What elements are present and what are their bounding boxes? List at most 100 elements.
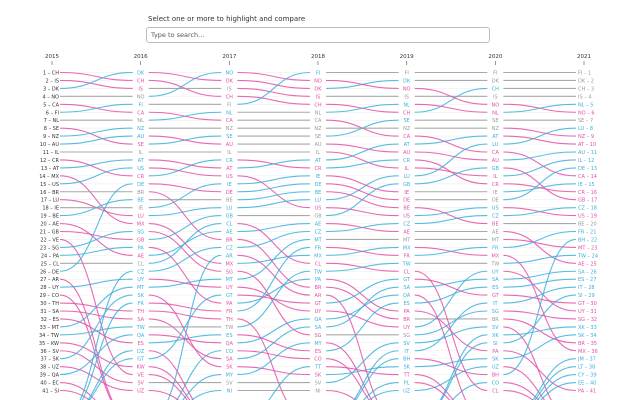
series-line-cl[interactable] xyxy=(237,223,311,264)
rank-label-ec[interactable]: 40 – EC xyxy=(40,381,59,387)
series-line-il[interactable] xyxy=(503,159,577,177)
rank-label-sv[interactable]: SV xyxy=(492,325,499,331)
rank-label-mt[interactable]: MT xyxy=(137,285,145,291)
rank-label-es[interactable]: ES – 27 xyxy=(578,277,596,283)
rank-label-be[interactable]: BE xyxy=(492,222,499,228)
rank-label-fr[interactable]: FR xyxy=(226,309,233,315)
series-line-it[interactable] xyxy=(326,350,399,400)
series-line-lu[interactable] xyxy=(503,127,577,145)
rank-label-gt[interactable]: GT – 30 xyxy=(578,301,597,307)
rank-label-br[interactable]: BR xyxy=(315,285,322,291)
series-line-au[interactable] xyxy=(414,151,488,161)
rank-label-it[interactable]: IT – 28 xyxy=(578,285,595,291)
rank-label-cy[interactable]: CY – 39 xyxy=(578,373,597,379)
rank-label-nz[interactable]: NZ – 9 xyxy=(578,134,594,140)
rank-label-ca[interactable]: CA xyxy=(492,150,499,156)
rank-label-nz[interactable]: NZ xyxy=(137,126,145,132)
rank-label-cl[interactable]: CL xyxy=(492,389,498,395)
series-line-cz[interactable] xyxy=(237,230,311,248)
series-line-be[interactable] xyxy=(59,199,133,217)
series-line-cz[interactable] xyxy=(148,246,222,272)
series-line-co[interactable] xyxy=(415,382,488,400)
rank-label-tw[interactable]: TW xyxy=(313,269,322,275)
rank-label-ae[interactable]: AE – 25 xyxy=(578,261,597,267)
rank-label-es[interactable]: ES xyxy=(315,349,321,355)
series-line-nl[interactable] xyxy=(503,103,577,113)
rank-label-lu[interactable]: LU xyxy=(138,214,145,220)
rank-label-pa[interactable]: PA xyxy=(138,245,145,251)
series-line-ie[interactable] xyxy=(148,183,222,209)
series-line-nl[interactable] xyxy=(325,103,399,113)
series-line-fr[interactable] xyxy=(148,302,222,312)
series-line-au[interactable] xyxy=(59,135,133,145)
rank-label-sk[interactable]: SK xyxy=(492,357,499,363)
rank-label-sa[interactable]: SA xyxy=(226,357,233,363)
rank-label-bh[interactable]: BH xyxy=(492,373,499,379)
series-line-dz[interactable] xyxy=(60,350,133,400)
rank-label-us[interactable]: US xyxy=(403,214,410,220)
rank-label-dk[interactable]: DK xyxy=(226,78,234,84)
rank-label-sa[interactable]: SA xyxy=(403,285,410,291)
series-line-qa[interactable] xyxy=(59,334,133,376)
series-line-es[interactable] xyxy=(414,286,488,304)
rank-label-xk[interactable]: XK – 33 xyxy=(578,325,597,331)
rank-label-sa[interactable]: SA – 26 xyxy=(578,269,597,275)
series-line-tw[interactable] xyxy=(59,326,133,336)
rank-label-pa[interactable]: 24 – PA xyxy=(41,253,60,259)
series-line-co[interactable] xyxy=(59,294,133,400)
series-line-no[interactable] xyxy=(237,71,311,81)
rank-label-uy[interactable]: UY xyxy=(226,285,234,291)
rank-label-be[interactable]: BE xyxy=(226,198,233,204)
rank-label-mt[interactable]: MT – 23 xyxy=(578,245,597,251)
rank-label-us[interactable]: US xyxy=(315,206,322,212)
rank-label-ch[interactable]: CH – 3 xyxy=(578,86,594,92)
series-line-ve[interactable] xyxy=(148,374,222,400)
rank-label-de[interactable]: DE xyxy=(314,182,321,188)
series-line-cl[interactable] xyxy=(148,223,222,264)
series-line-lu[interactable] xyxy=(237,199,311,209)
series-line-gt[interactable] xyxy=(503,294,577,304)
series-line-sv[interactable] xyxy=(503,326,576,400)
rank-label-lu[interactable]: 17 – LU xyxy=(41,198,60,204)
rank-label-mx[interactable]: MX xyxy=(314,253,322,259)
rank-label-gt[interactable]: GT xyxy=(226,293,234,299)
series-line-us[interactable] xyxy=(237,175,311,209)
rank-label-se[interactable]: SE xyxy=(403,118,409,124)
rank-label-dk[interactable]: DK xyxy=(403,78,411,84)
rank-label-dk[interactable]: DK xyxy=(137,71,145,77)
series-line-ee[interactable] xyxy=(503,382,577,400)
rank-label-sg[interactable]: SG xyxy=(226,269,233,275)
series-line-it[interactable] xyxy=(503,286,577,304)
search-input[interactable] xyxy=(146,27,490,43)
rank-label-si[interactable]: SI – 29 xyxy=(578,293,595,299)
rank-label-co[interactable]: CO xyxy=(492,381,499,387)
rank-label-gb[interactable]: GB xyxy=(226,214,234,220)
series-line-fi[interactable] xyxy=(59,103,133,113)
series-line-au[interactable] xyxy=(503,151,577,161)
series-line-cl[interactable] xyxy=(503,389,576,400)
series-line-fr[interactable] xyxy=(325,246,399,256)
series-line-sk[interactable] xyxy=(148,294,222,368)
series-line-ie[interactable] xyxy=(325,175,399,193)
rank-label-it[interactable]: IT xyxy=(493,301,498,307)
rank-label-nz[interactable]: 9 – NZ xyxy=(43,134,60,140)
rank-label-is[interactable]: IS xyxy=(404,94,409,100)
rank-label-fi[interactable]: FI xyxy=(316,71,320,77)
series-line-de[interactable] xyxy=(237,183,311,193)
rank-label-nz[interactable]: NZ xyxy=(492,126,500,132)
series-line-no[interactable] xyxy=(414,87,488,105)
rank-label-ch[interactable]: CH xyxy=(226,94,233,100)
rank-label-ar[interactable]: 27 – AR xyxy=(40,277,59,283)
rank-label-se[interactable]: SE xyxy=(226,134,232,140)
series-line-cz[interactable] xyxy=(503,207,577,217)
rank-label-de[interactable]: DE xyxy=(226,190,233,196)
rank-label-ie[interactable]: IE xyxy=(404,190,409,196)
rank-label-is[interactable]: 2 – IS xyxy=(45,78,59,84)
series-line-ca[interactable] xyxy=(503,151,577,177)
rank-label-kw[interactable]: KW xyxy=(137,365,145,371)
rank-label-br[interactable]: BR xyxy=(403,317,410,323)
rank-label-at[interactable]: AT xyxy=(226,166,233,172)
rank-label-qa[interactable]: QA xyxy=(226,341,234,347)
rank-label-sk[interactable]: SK – 34 xyxy=(578,333,597,339)
series-line-pl[interactable] xyxy=(414,382,488,400)
